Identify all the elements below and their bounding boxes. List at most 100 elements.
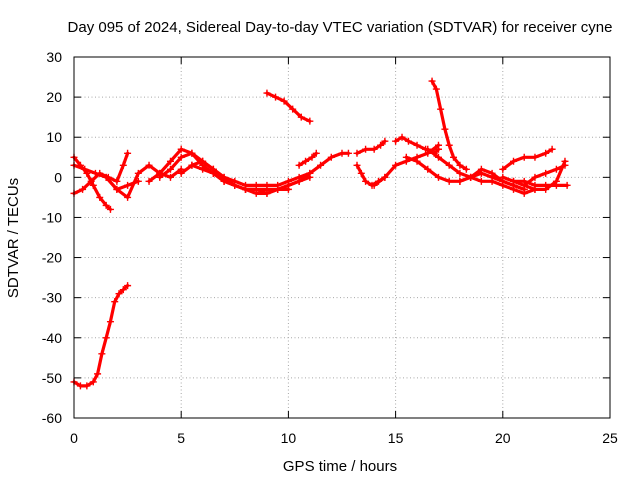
series-track-early-low (70, 282, 132, 390)
data-point (327, 153, 335, 161)
data-point (289, 105, 297, 113)
data-point (111, 298, 119, 306)
series-track-20-22 (499, 145, 556, 173)
data-point (398, 133, 406, 141)
data-point (548, 145, 556, 153)
y-axis-label: SDTVAR / TECUs (5, 178, 22, 298)
y-tick-label: -50 (42, 370, 62, 386)
series-line (297, 151, 318, 167)
data-point (488, 177, 496, 185)
series-track-11-13 (284, 149, 352, 189)
data-point (499, 165, 507, 173)
data-point (377, 141, 385, 149)
x-tick-label: 20 (495, 430, 511, 446)
y-tick-label: 0 (54, 169, 62, 185)
data-point (83, 382, 91, 390)
data-point (392, 161, 400, 169)
y-tick-label: -60 (42, 410, 62, 426)
data-point (124, 282, 132, 290)
data-point (115, 290, 123, 298)
data-point (166, 165, 174, 173)
data-point (145, 161, 153, 169)
data-point (166, 157, 174, 165)
data-point (263, 181, 271, 189)
data-point (477, 165, 485, 173)
data-point (437, 105, 445, 113)
data-point (188, 161, 196, 169)
data-point (145, 177, 153, 185)
data-point (344, 149, 352, 157)
data-point (263, 189, 271, 197)
data-point (89, 378, 97, 386)
data-point (295, 177, 303, 185)
data-point (252, 185, 260, 193)
data-point (531, 185, 539, 193)
data-point (542, 169, 550, 177)
data-point (563, 181, 571, 189)
x-tick-label: 15 (388, 430, 404, 446)
data-point (242, 185, 250, 193)
data-point (445, 141, 453, 149)
data-point (284, 181, 292, 189)
data-point (91, 169, 99, 177)
data-point (306, 117, 314, 125)
data-point (413, 157, 421, 165)
y-tick-label: 20 (46, 89, 62, 105)
series-track-peak-17 (428, 77, 470, 173)
y-tick-label: -10 (42, 209, 62, 225)
data-point (402, 153, 410, 161)
data-point (177, 145, 185, 153)
series-track-18-21-c (456, 165, 528, 193)
data-point (156, 173, 164, 181)
data-point (263, 89, 271, 97)
data-point (424, 145, 432, 153)
data-point (274, 185, 282, 193)
data-point (106, 318, 114, 326)
data-point (81, 165, 89, 173)
data-point (89, 181, 97, 189)
plot-frame (73, 56, 611, 419)
data-point (199, 157, 207, 165)
data-point (499, 173, 507, 181)
data-point (94, 370, 102, 378)
data-point (510, 157, 518, 165)
data-point (456, 169, 464, 177)
data-point (87, 177, 95, 185)
data-point (488, 169, 496, 177)
data-point (102, 334, 110, 342)
data-point (434, 153, 442, 161)
data-point (462, 165, 470, 173)
data-point (166, 173, 174, 181)
data-point (381, 173, 389, 181)
series-track-21-23-c (520, 161, 569, 189)
data-point (338, 149, 346, 157)
data-point (467, 173, 475, 181)
x-tick-label: 25 (602, 430, 618, 446)
data-point (302, 157, 310, 165)
data-point (531, 173, 539, 181)
data-point (510, 177, 518, 185)
y-tick-label: 10 (46, 129, 62, 145)
data-point (404, 137, 412, 145)
chart-title: Day 095 of 2024, Sidereal Day-to-day VTE… (68, 19, 613, 36)
x-axis-label: GPS time / hours (283, 458, 397, 475)
data-point (96, 193, 104, 201)
data-layer (70, 77, 571, 390)
y-tick-label: 30 (46, 49, 62, 65)
x-tick-label: 5 (177, 430, 185, 446)
data-point (308, 153, 316, 161)
series-track-13-14 (353, 137, 389, 157)
data-point (552, 165, 560, 173)
data-point (76, 382, 84, 390)
data-point (79, 185, 87, 193)
data-point (441, 125, 449, 133)
data-point (370, 181, 378, 189)
data-point (434, 173, 442, 181)
data-point (124, 193, 132, 201)
data-point (520, 181, 528, 189)
data-point (449, 153, 457, 161)
data-point (113, 185, 121, 193)
data-point (177, 153, 185, 161)
series-track-high-mid (263, 89, 314, 125)
